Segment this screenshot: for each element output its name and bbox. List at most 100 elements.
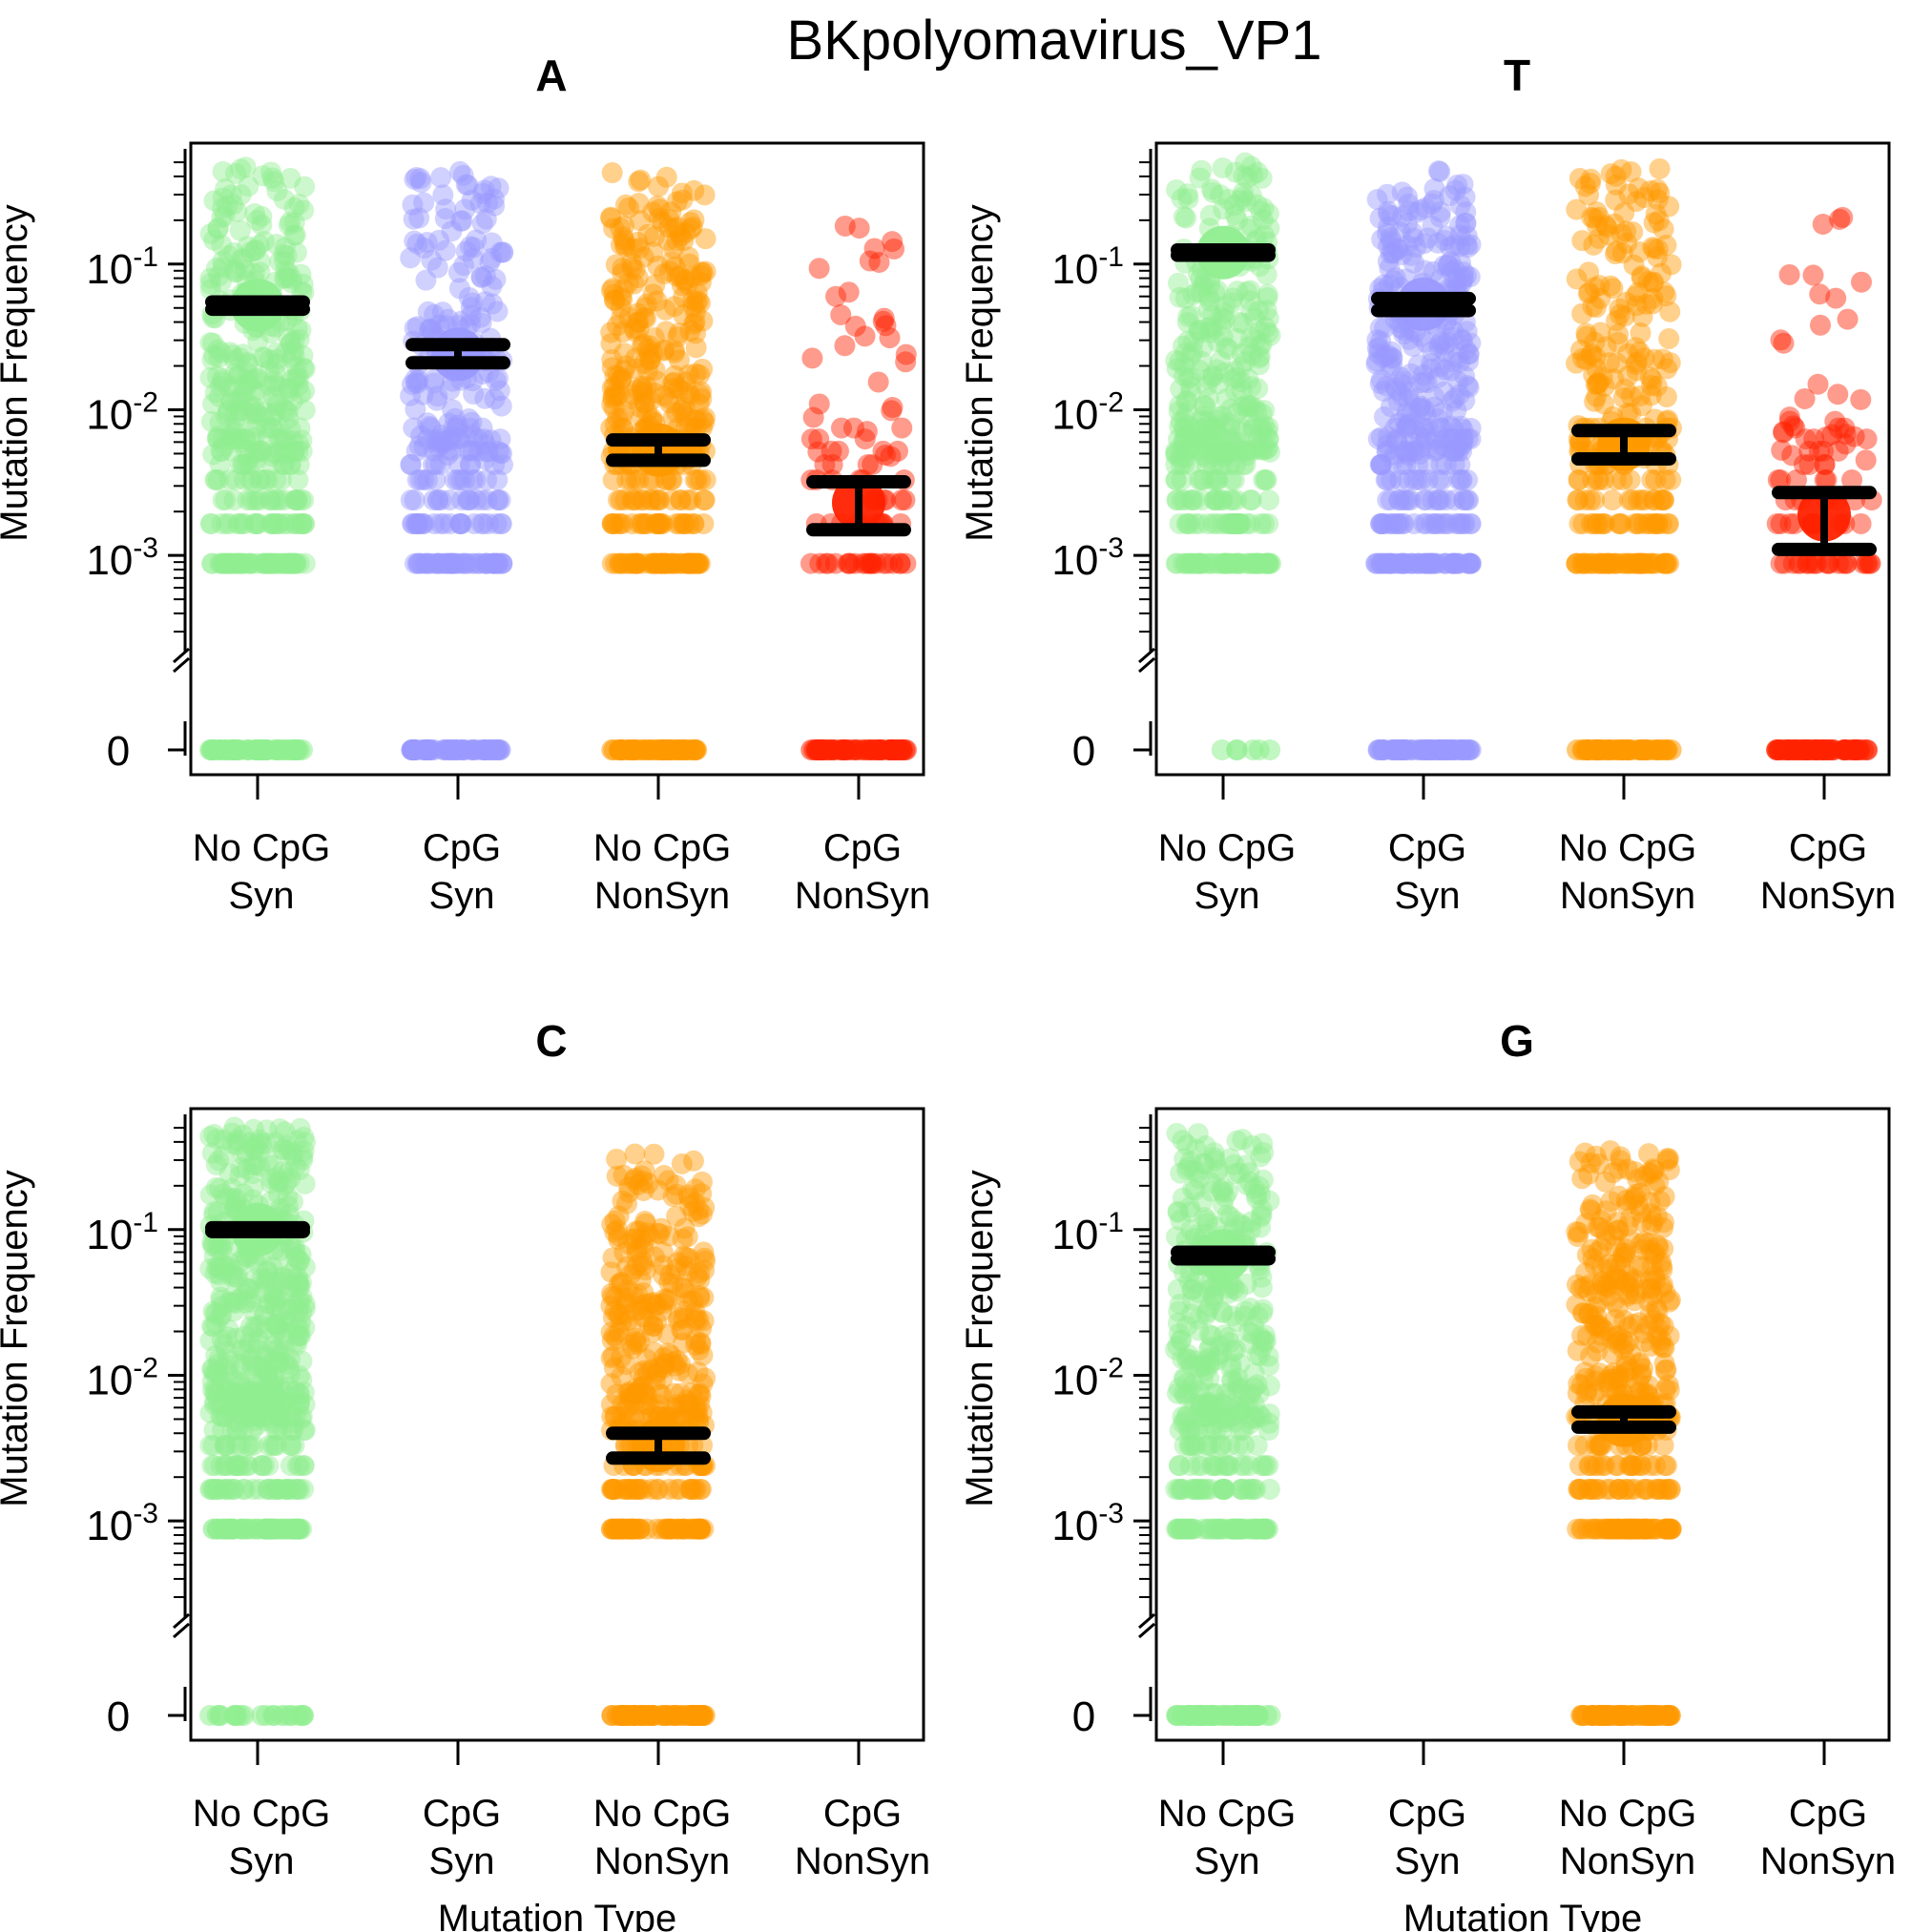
series-no-cpg-nonsyn [600,1143,717,1726]
data-point [290,489,312,511]
data-point [203,229,225,251]
data-point [290,383,312,405]
data-point [277,552,299,574]
data-point [1592,393,1614,415]
data-point [239,552,260,574]
data-point [199,366,221,388]
data-point [1856,552,1878,574]
data-point [453,255,475,277]
data-point [895,552,917,574]
data-point [274,237,296,259]
data-point [286,489,308,511]
data-point [402,512,424,534]
data-point [1236,394,1257,416]
data-point [490,552,512,574]
data-point [629,238,651,260]
data-point [468,552,490,574]
data-point [1611,242,1633,264]
data-point [1433,381,1455,403]
data-point [293,357,315,379]
data-point [1251,1518,1273,1540]
data-point [421,319,443,341]
data-point [404,489,426,511]
data-point [1657,1374,1679,1396]
data-point [221,428,243,450]
data-point [214,552,236,574]
data-point [291,1350,313,1372]
data-point [276,245,298,267]
data-point [1576,325,1598,347]
data-point [227,512,249,534]
data-point [207,218,229,240]
data-point [1837,308,1859,330]
data-point [447,414,468,436]
data-point-zero [418,739,440,760]
y-tick-label-zero: 0 [107,1693,130,1740]
data-point [283,1294,305,1316]
data-point-zero [1367,739,1389,760]
data-point [1232,312,1254,334]
data-point [480,429,502,451]
data-point [212,160,234,182]
data-point-zero [233,1705,255,1726]
data-point [1217,339,1239,361]
data-point [1435,489,1457,511]
data-point [1257,1455,1279,1477]
data-point [239,469,261,491]
data-point [1631,552,1653,574]
data-point [238,353,260,375]
data-point [1211,314,1233,336]
data-point [246,512,268,534]
data-point [257,552,279,574]
data-point [225,422,247,444]
data-point [434,552,456,574]
data-point [256,417,278,439]
data-point [1377,217,1399,239]
data-point [233,376,255,398]
data-point [463,237,485,259]
data-point [260,454,282,476]
data-point [289,1117,311,1139]
data-point [416,412,438,434]
data-point [203,344,225,366]
data-point [246,552,268,574]
data-point [207,218,229,239]
data-point [265,233,287,255]
data-point [284,512,306,534]
data-point [217,552,239,574]
x-tick-label: No CpG [193,1793,331,1835]
data-point [273,188,295,210]
data-point [229,431,251,453]
data-point [457,552,479,574]
data-point [206,428,228,450]
data-point [863,238,885,260]
data-point [467,552,489,574]
data-point [431,433,453,455]
data-point [854,325,876,347]
data-point [1250,512,1272,534]
data-point [249,261,271,283]
data-point [446,552,467,574]
data-point [454,552,476,574]
y-axis-label: Mutation Frequency [0,1170,35,1507]
data-point [672,1228,694,1250]
data-point [292,344,314,366]
data-point [433,512,455,534]
data-point [473,179,495,201]
data-point [209,411,231,433]
data-point [1406,201,1428,223]
data-point [217,402,239,424]
data-point [1432,512,1454,534]
data-point [416,552,438,574]
data-point [224,401,246,423]
data-point [1649,157,1671,179]
data-point [230,454,252,476]
data-point [449,160,471,182]
data-point [245,239,267,260]
data-point [891,417,913,439]
data-point [492,241,514,263]
data-point [464,512,486,534]
data-point [239,552,260,574]
data-point [288,454,310,476]
data-point [1832,552,1854,574]
